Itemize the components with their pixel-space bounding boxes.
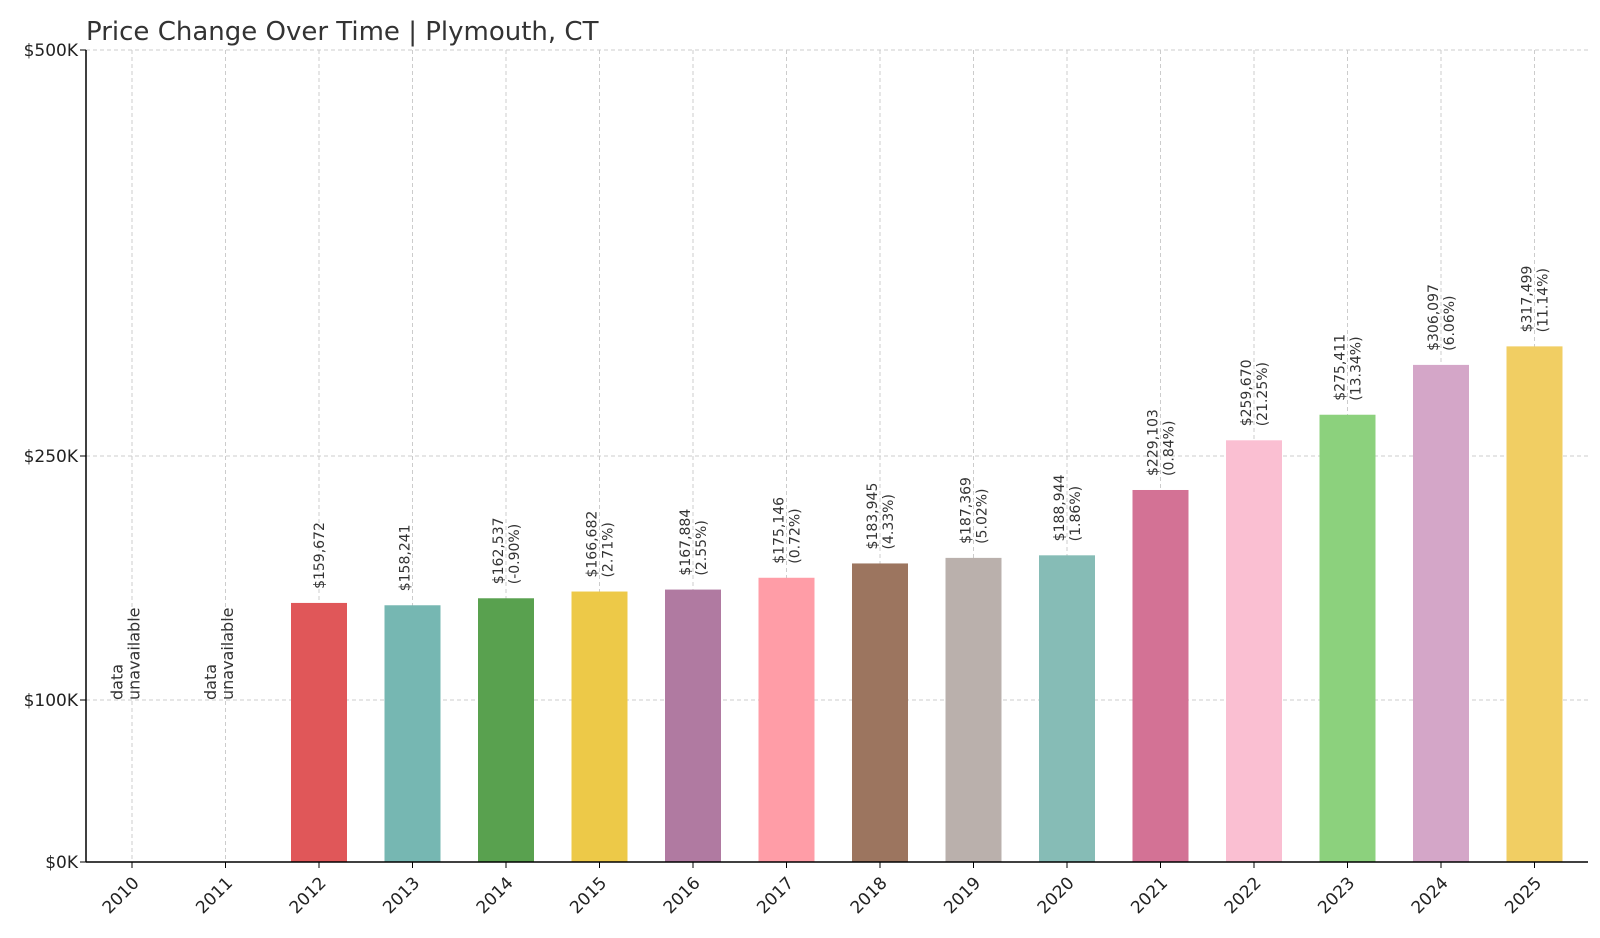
x-tick-label: 2023 — [1314, 873, 1359, 918]
value-label-group: $187,369 (5.02%) — [959, 477, 991, 544]
x-tick-label: 2017 — [753, 873, 798, 918]
data-unavailable-line: data — [108, 664, 127, 700]
x-tick-label: 2021 — [1127, 873, 1172, 918]
data-unavailable-line: unavailable — [218, 608, 237, 701]
y-tick-label: $0K — [45, 853, 79, 873]
bar-2018 — [852, 563, 908, 862]
bar-2017 — [758, 577, 815, 862]
x-tick-label: 2025 — [1501, 873, 1546, 918]
value-label-line: (0.72%) — [788, 508, 804, 563]
value-label-line: $275,411 — [1333, 334, 1349, 401]
bar-2020 — [1039, 555, 1095, 862]
x-tick-label: 2010 — [99, 873, 144, 918]
value-label-line: $175,146 — [772, 497, 788, 564]
x-tick-label: 2015 — [566, 873, 611, 918]
value-label-group: $317,499 (11.14%) — [1520, 266, 1552, 333]
value-label-group: $158,241 — [398, 524, 414, 591]
bar-2022 — [1226, 440, 1282, 862]
value-label-group: $259,670 (21.25%) — [1239, 359, 1271, 426]
value-label-group: $188,944 (1.86%) — [1052, 474, 1084, 541]
x-tick-label: 2024 — [1408, 873, 1453, 918]
value-label-group: $167,884 (2.55%) — [678, 509, 710, 576]
bar-2016 — [665, 589, 721, 862]
bar-2014 — [478, 598, 534, 862]
x-tick-label: 2013 — [379, 873, 424, 918]
x-tick-label: 2012 — [286, 873, 331, 918]
x-tick-label: 2019 — [940, 873, 985, 918]
y-tick-label: $250K — [24, 447, 79, 467]
bar-2021 — [1132, 489, 1189, 862]
value-label-line: $188,944 — [1052, 474, 1068, 541]
bar-2024 — [1413, 364, 1469, 862]
value-label-group: $183,945 (4.33%) — [865, 483, 897, 550]
value-label-line: $317,499 — [1520, 266, 1536, 333]
value-label-line: (5.02%) — [975, 488, 991, 543]
value-label-line: (2.55%) — [694, 520, 710, 575]
value-label-line: $159,672 — [312, 522, 328, 589]
x-tick-label: 2018 — [847, 873, 892, 918]
value-label-group: $166,682 (2.71%) — [585, 511, 617, 578]
value-label-line: (0.84%) — [1162, 421, 1178, 476]
value-label-group: $159,672 — [312, 522, 328, 589]
bar-2025 — [1506, 346, 1563, 863]
value-label-line: $166,682 — [585, 511, 601, 578]
bar-2013 — [384, 605, 441, 862]
value-label-line: $167,884 — [678, 509, 694, 576]
value-label-line: $187,369 — [959, 477, 975, 544]
y-tick-label: $500K — [24, 41, 79, 61]
bar-layer — [291, 346, 1563, 863]
bar-2023 — [1319, 414, 1376, 862]
value-label-line: (21.25%) — [1255, 362, 1271, 426]
value-label-line: (1.86%) — [1068, 486, 1084, 541]
value-label-line: (-0.90%) — [507, 524, 523, 584]
x-tick-label: 2011 — [192, 873, 237, 918]
data-unavailable-line: unavailable — [125, 608, 144, 701]
y-tick-label: $100K — [24, 691, 79, 711]
value-label-line: $306,097 — [1426, 284, 1442, 351]
x-tick-label: 2022 — [1221, 873, 1266, 918]
bar-2019 — [945, 557, 1002, 862]
value-label-group: $275,411 (13.34%) — [1333, 334, 1365, 401]
value-label-line: $183,945 — [865, 483, 881, 550]
chart-title: Price Change Over Time | Plymouth, CT — [86, 17, 599, 47]
value-label-line: (13.34%) — [1349, 336, 1365, 400]
x-tick-label: 2016 — [660, 873, 705, 918]
bar-2015 — [571, 591, 628, 862]
value-label-line: (4.33%) — [881, 494, 897, 549]
value-label-line: (6.06%) — [1442, 295, 1458, 350]
value-label-group: $229,103 (0.84%) — [1146, 409, 1178, 476]
value-label-line: (11.14%) — [1536, 268, 1552, 332]
value-label-group: $175,146 (0.72%) — [772, 497, 804, 564]
x-tick-label: 2014 — [473, 873, 518, 918]
bar-2012 — [291, 602, 347, 862]
value-label-line: $259,670 — [1239, 359, 1255, 426]
value-label-line: $229,103 — [1146, 409, 1162, 476]
value-label-line: (2.71%) — [601, 522, 617, 577]
value-label-line: $162,537 — [491, 517, 507, 584]
value-label-line: $158,241 — [398, 524, 414, 591]
value-label-group: $306,097 (6.06%) — [1426, 284, 1458, 351]
value-label-group: $162,537 (-0.90%) — [491, 517, 523, 584]
data-unavailable-line: data — [201, 664, 220, 700]
x-tick-label: 2020 — [1034, 873, 1079, 918]
